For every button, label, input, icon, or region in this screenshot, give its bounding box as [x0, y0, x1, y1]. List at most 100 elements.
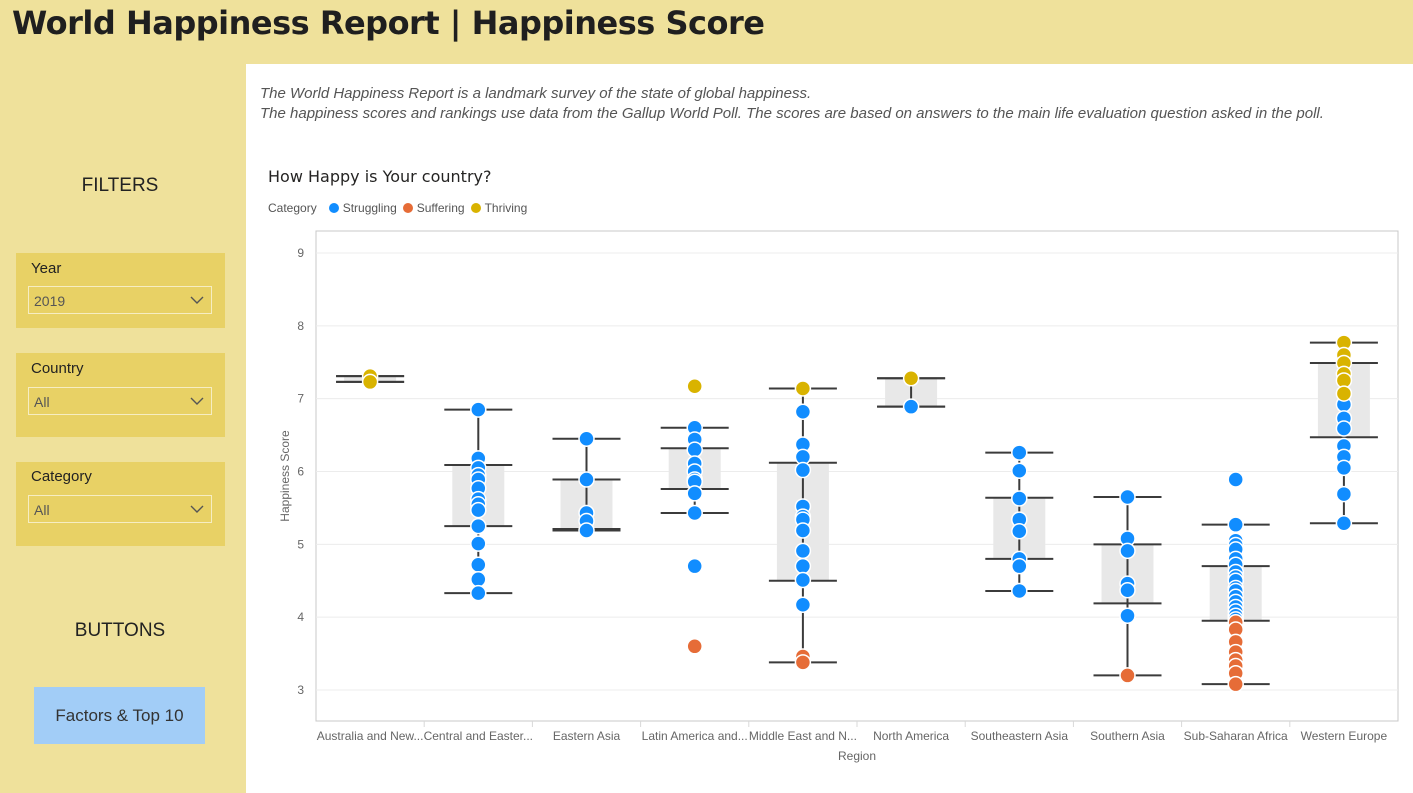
- country-dropdown-value: All: [34, 394, 50, 410]
- data-point-suffering: [1227, 675, 1244, 693]
- data-point-struggling: [1119, 607, 1136, 624]
- data-point-struggling: [1119, 581, 1136, 599]
- legend-item-struggling[interactable]: Struggling: [328, 201, 397, 215]
- filter-sidebar: FILTERS Year 2019 Country All Category A…: [0, 64, 246, 793]
- data-point-struggling: [794, 403, 812, 421]
- data-point-struggling: [902, 398, 920, 415]
- data-point-struggling: [794, 522, 812, 539]
- data-point-struggling: [1227, 516, 1244, 533]
- legend-dot: [328, 203, 339, 213]
- data-point-struggling: [470, 535, 487, 552]
- legend-item-thriving[interactable]: Thriving: [470, 201, 528, 215]
- data-point-struggling: [794, 542, 812, 560]
- year-filter-card: Year 2019: [16, 253, 225, 328]
- data-point-struggling: [1227, 471, 1244, 488]
- data-point-struggling: [1011, 490, 1028, 507]
- category-filter-card: Category All: [16, 462, 225, 546]
- report-canvas: The World Happiness Report is a landmark…: [246, 64, 1413, 793]
- x-tick-label: Western Europe: [1301, 729, 1388, 743]
- data-point-struggling: [794, 557, 812, 575]
- year-dropdown-value: 2019: [34, 293, 66, 309]
- data-point-struggling: [470, 501, 487, 519]
- data-point-struggling: [470, 401, 487, 418]
- country-filter-label: Country: [31, 360, 84, 377]
- data-point-struggling: [686, 504, 703, 522]
- data-point-struggling: [470, 517, 487, 535]
- data-point-struggling: [578, 471, 595, 488]
- data-point-struggling: [686, 485, 703, 502]
- y-axis-title: Happiness Score: [278, 430, 292, 522]
- data-point-struggling: [1335, 420, 1353, 437]
- y-tick-label: 7: [297, 392, 304, 406]
- data-point-struggling: [470, 584, 487, 602]
- data-point-struggling: [578, 430, 595, 447]
- buttons-heading: BUTTONS: [74, 620, 166, 641]
- description-line-1: The World Happiness Report is a landmark…: [260, 85, 812, 102]
- data-point-thriving: [1335, 385, 1353, 402]
- data-point-struggling: [686, 441, 703, 458]
- x-tick-label: Australia and New...: [317, 729, 424, 743]
- chevron-down-icon: [190, 505, 204, 513]
- x-tick-label: Southern Asia: [1090, 729, 1165, 743]
- data-point-struggling: [578, 522, 595, 539]
- y-tick-label: 6: [297, 465, 304, 479]
- data-point-struggling: [794, 596, 812, 614]
- filters-heading: FILTERS: [81, 175, 159, 196]
- chevron-down-icon: [190, 296, 204, 304]
- x-axis-title: Region: [838, 749, 876, 763]
- data-point-struggling: [1011, 522, 1028, 540]
- x-tick-label: Southeastern Asia: [971, 729, 1069, 743]
- legend-dot: [402, 203, 413, 213]
- y-tick-label: 5: [297, 537, 304, 551]
- data-point-struggling: [1011, 582, 1028, 600]
- data-point-thriving: [794, 380, 812, 397]
- x-tick-label: Sub-Saharan Africa: [1184, 729, 1288, 743]
- data-point-struggling: [1335, 485, 1353, 503]
- data-point-struggling: [1335, 459, 1353, 477]
- category-dropdown[interactable]: All: [28, 495, 212, 523]
- data-point-struggling: [1335, 514, 1353, 532]
- data-point-struggling: [686, 557, 703, 575]
- year-dropdown[interactable]: 2019: [28, 286, 212, 314]
- data-point-thriving: [686, 378, 703, 395]
- data-point-struggling: [1011, 462, 1028, 480]
- description-line-2: The happiness scores and rankings use da…: [260, 105, 1324, 122]
- data-point-struggling: [470, 571, 487, 588]
- data-point-suffering: [1119, 667, 1136, 684]
- y-tick-label: 9: [297, 246, 304, 260]
- report-description: The World Happiness Report is a landmark…: [260, 84, 1324, 124]
- country-dropdown[interactable]: All: [28, 387, 212, 415]
- data-point-struggling: [1119, 488, 1136, 506]
- x-tick-label: Eastern Asia: [553, 729, 621, 743]
- chart-legend: Category Struggling Suffering Thriving: [268, 201, 533, 215]
- page-title: World Happiness Report | Happiness Score: [12, 4, 765, 42]
- year-filter-label: Year: [31, 260, 62, 277]
- legend-item-suffering[interactable]: Suffering: [402, 201, 465, 215]
- legend-title: Category: [268, 201, 317, 215]
- x-tick-label: Middle East and N...: [749, 729, 857, 743]
- data-point-suffering: [686, 638, 703, 655]
- data-point-thriving: [361, 373, 379, 391]
- data-point-struggling: [1011, 557, 1028, 575]
- data-point-struggling: [794, 461, 812, 479]
- category-filter-label: Category: [31, 468, 92, 485]
- legend-label: Thriving: [484, 201, 528, 215]
- box-plot-chart[interactable]: 3 4 5 6 7 8 9 Australia and New... Central and E…: [246, 64, 1413, 793]
- chart-title: How Happy is Your country?: [268, 167, 492, 186]
- factors-top10-button[interactable]: Factors & Top 10: [34, 687, 205, 744]
- x-tick-label: Central and Easter...: [424, 729, 533, 743]
- data-point-struggling: [794, 571, 812, 589]
- x-tick-label: Latin America and...: [642, 729, 748, 743]
- y-tick-label: 3: [297, 683, 304, 697]
- category-dropdown-value: All: [34, 502, 50, 518]
- data-point-struggling: [1119, 542, 1136, 560]
- chevron-down-icon: [190, 397, 204, 405]
- legend-label: Suffering: [416, 201, 465, 215]
- legend-dot: [470, 203, 481, 213]
- y-tick-label: 8: [297, 319, 304, 333]
- data-point-thriving: [902, 370, 920, 387]
- legend-label: Struggling: [342, 201, 397, 215]
- x-tick-label: North America: [873, 729, 949, 743]
- data-point-struggling: [1011, 444, 1028, 461]
- data-point-struggling: [470, 556, 487, 573]
